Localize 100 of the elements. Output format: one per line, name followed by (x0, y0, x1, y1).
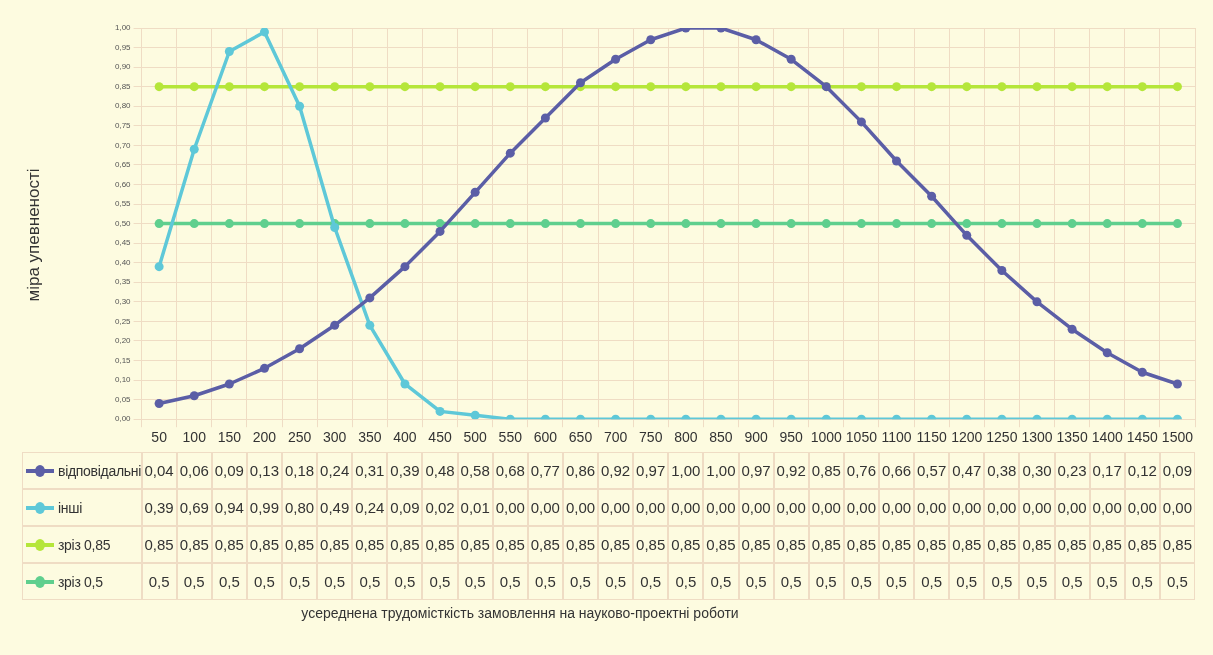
point (576, 78, 585, 88)
point (400, 262, 410, 272)
x-tick-label: 250 (287, 429, 312, 446)
data-label: 0,00 (984, 489, 1020, 526)
data-label: 0,5 (738, 563, 774, 600)
point (576, 219, 585, 229)
data-label: 0,85 (773, 526, 809, 563)
point (189, 82, 199, 92)
point (997, 82, 1007, 92)
point (400, 219, 410, 229)
data-label: 0,5 (773, 563, 809, 600)
point (224, 219, 234, 229)
data-label: 0,5 (668, 563, 704, 600)
point (154, 82, 164, 92)
point (540, 113, 550, 123)
data-label: 0,38 (984, 452, 1020, 489)
data-label: 0,49 (317, 489, 353, 526)
data-label: 0,00 (668, 489, 704, 526)
data-label: 0,06 (176, 452, 212, 489)
point (365, 82, 375, 92)
data-label: 0,5 (211, 563, 247, 600)
x-tick-label: 950 (779, 429, 804, 446)
data-label: 0,5 (422, 563, 458, 600)
data-label: 0,85 (598, 526, 634, 563)
point (505, 148, 515, 158)
data-label: 0,5 (176, 563, 212, 600)
point (751, 82, 761, 92)
data-label: 0,5 (984, 563, 1020, 600)
point (997, 219, 1007, 229)
point (681, 82, 691, 92)
point (1137, 367, 1147, 377)
data-label: 0,5 (317, 563, 353, 600)
point (892, 156, 902, 166)
y-axis-title: міра упевненості (24, 168, 44, 302)
data-label: 0,00 (1054, 489, 1090, 526)
legend-label: відповідальні (58, 462, 141, 479)
data-label: 0,00 (598, 489, 634, 526)
data-label: 0,5 (562, 563, 599, 600)
y-tick-label: 0,50 (114, 218, 132, 228)
point (1032, 297, 1042, 307)
data-label: 0,85 (562, 526, 599, 563)
point (856, 82, 866, 92)
y-tick-label: 0,90 (114, 62, 132, 72)
data-label: 0,85 (387, 526, 423, 563)
point (1067, 82, 1077, 92)
data-label: 0,5 (878, 563, 915, 600)
data-label: 0,5 (141, 563, 177, 600)
data-label: 0,5 (527, 563, 563, 600)
data-label: 0,12 (1124, 452, 1160, 489)
data-label: 0,09 (387, 489, 423, 526)
data-label: 0,5 (1159, 563, 1195, 600)
x-tick-label: 100 (182, 429, 207, 446)
point (646, 82, 656, 92)
data-label: 0,77 (527, 452, 563, 489)
point (751, 35, 761, 45)
point (962, 230, 972, 240)
y-tick-label: 0,60 (114, 179, 132, 189)
data-label: 0,58 (457, 452, 493, 489)
x-tick-label: 300 (323, 429, 347, 446)
data-label: 1,00 (668, 452, 704, 489)
data-label: 0,18 (282, 452, 318, 489)
point (1102, 82, 1112, 92)
point (540, 219, 550, 229)
data-label: 0,85 (1159, 526, 1195, 563)
data-label: 0,30 (1019, 452, 1055, 489)
data-label: 0,85 (668, 526, 704, 563)
data-label: 0,85 (352, 526, 388, 563)
point (505, 82, 515, 92)
y-tick-label: 1,00 (114, 23, 132, 33)
point (611, 82, 621, 92)
point (295, 219, 305, 229)
data-label: 0,85 (1089, 526, 1125, 563)
y-tick-label: 0,25 (114, 316, 132, 326)
x-tick-label: 50 (151, 429, 168, 446)
point (470, 187, 480, 197)
data-label: 0,00 (633, 489, 669, 526)
data-label: 0,23 (1054, 452, 1090, 489)
x-tick-label: 200 (252, 429, 277, 446)
point (1032, 82, 1042, 92)
point (365, 219, 375, 229)
x-tick-label: 700 (603, 429, 628, 446)
x-tick-label: 850 (709, 429, 733, 446)
point (751, 219, 761, 229)
data-label: 0,85 (176, 526, 212, 563)
data-label: 0,00 (1019, 489, 1055, 526)
data-label: 0,24 (352, 489, 388, 526)
x-tick-label: 600 (533, 429, 558, 446)
x-tick-label: 500 (463, 429, 488, 446)
y-tick-label: 0,75 (114, 121, 132, 130)
point (365, 320, 375, 330)
data-label: 0,85 (808, 452, 844, 489)
y-tick-label: 0,15 (114, 355, 132, 365)
data-label: 0,5 (598, 563, 634, 600)
data-label: 0,00 (527, 489, 563, 526)
data-label: 0,5 (457, 563, 493, 600)
data-label: 0,5 (949, 563, 985, 600)
data-label: 0,13 (246, 452, 283, 489)
legend-label: інші (58, 499, 82, 516)
x-tick-label: 800 (674, 429, 698, 446)
data-label: 0,85 (949, 526, 985, 563)
